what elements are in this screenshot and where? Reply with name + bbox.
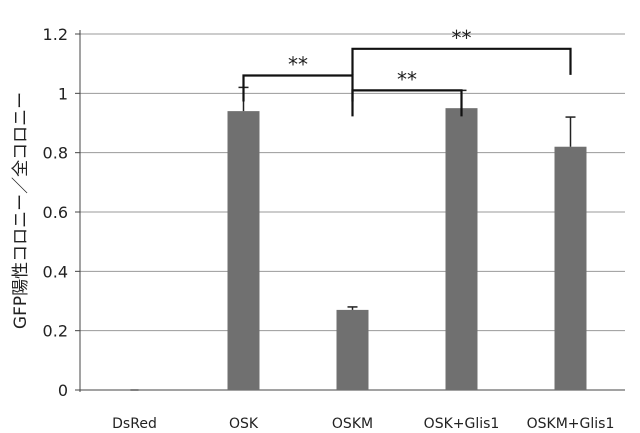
significance-bracket [244, 76, 353, 102]
x-tick-label: OSK [229, 416, 259, 432]
y-tick-label: 0.4 [43, 262, 68, 281]
bar [555, 147, 587, 390]
y-tick-label: 0.6 [43, 203, 68, 222]
significance-label: ** [288, 53, 308, 77]
bar [446, 108, 478, 390]
y-axis-label: GFP陽性コロニー／全コロニー [7, 91, 32, 328]
significance-label: ** [452, 26, 472, 50]
y-tick-label: 1.2 [43, 25, 68, 44]
bar [228, 111, 260, 390]
x-tick-label: DsRed [112, 416, 157, 432]
y-tick-labels: 0 0.2 0.4 0.6 0.8 1 1.2 [43, 25, 68, 400]
x-tick-label: OSKM+Glis1 [527, 416, 615, 432]
significance-label: ** [397, 67, 417, 91]
y-axis-label-wrap: GFP陽性コロニー／全コロニー [4, 40, 34, 380]
y-tick-label: 0.2 [43, 322, 68, 341]
significance-bracket [353, 90, 462, 116]
x-tick-labels: DsRed OSK OSKM OSK+Glis1 OSKM+Glis1 [112, 416, 614, 432]
significance-brackets: ** ** ** [244, 26, 571, 117]
bars [131, 87, 587, 390]
x-tick-label: OSK+Glis1 [424, 416, 500, 432]
y-tick-label: 1 [58, 84, 68, 103]
y-tick-label: 0 [58, 381, 68, 400]
x-tick-label: OSKM [332, 416, 373, 432]
significance-bracket [353, 49, 571, 75]
bar [337, 310, 369, 390]
y-tick-label: 0.8 [43, 144, 68, 163]
